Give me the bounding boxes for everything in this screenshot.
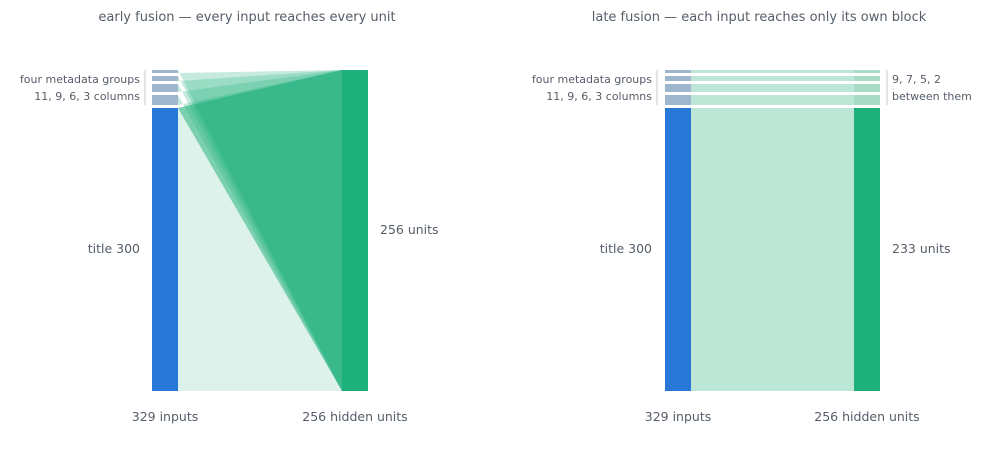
meta-group-4-block — [152, 95, 178, 105]
meta-group-3-block — [665, 84, 691, 92]
meta-group-4-link — [691, 95, 854, 105]
hidden-meta-label-2: between them — [892, 90, 972, 103]
meta-label-1: four metadata groups — [20, 73, 140, 86]
hidden-meta-block-3 — [854, 84, 880, 92]
late-fusion-title: late fusion — each input reaches only it… — [592, 10, 927, 25]
meta-group-2-block — [665, 76, 691, 81]
title-input-block — [665, 108, 691, 391]
hidden-meta-block-2 — [854, 76, 880, 81]
inputs-axis-label: 329 inputs — [132, 409, 199, 424]
hidden-units-bar — [342, 70, 368, 391]
hidden-axis-label: 256 hidden units — [814, 409, 919, 424]
meta-group-2-link — [691, 76, 854, 81]
hidden-title-block — [854, 108, 880, 391]
meta-label-1: four metadata groups — [532, 73, 652, 86]
meta-label-2: 11, 9, 6, 3 columns — [34, 90, 140, 103]
hidden-meta-block-1 — [854, 70, 880, 73]
title-to-hidden-fan-overlap — [178, 70, 342, 391]
meta-group-4-fan — [178, 70, 342, 391]
hidden-units-label: 256 units — [380, 222, 439, 237]
meta-group-1-fan — [178, 70, 342, 391]
meta-group-1-block — [665, 70, 691, 73]
inputs-axis-label: 329 inputs — [645, 409, 712, 424]
title-input-label: title 300 — [88, 241, 140, 256]
meta-group-4-block — [665, 95, 691, 105]
meta-group-1-block — [152, 70, 178, 73]
hidden-meta-block-4 — [854, 95, 880, 105]
title-input-block — [152, 108, 178, 391]
meta-group-2-fan — [178, 70, 342, 391]
early-fusion-panel: early fusion — every input reaches every… — [20, 10, 439, 424]
meta-group-1-link — [691, 70, 854, 73]
hidden-axis-label: 256 hidden units — [302, 409, 407, 424]
meta-label-2: 11, 9, 6, 3 columns — [546, 90, 652, 103]
meta-group-2-block — [152, 76, 178, 81]
early-fusion-title: early fusion — every input reaches every… — [98, 10, 395, 25]
hidden-units-label: 233 units — [892, 241, 951, 256]
title-input-label: title 300 — [600, 241, 652, 256]
hidden-meta-label-1: 9, 7, 5, 2 — [892, 73, 941, 86]
title-link — [691, 108, 854, 391]
late-fusion-panel: late fusion — each input reaches only it… — [532, 10, 972, 424]
meta-group-3-link — [691, 84, 854, 92]
meta-group-3-fan — [178, 70, 342, 391]
meta-group-3-block — [152, 84, 178, 92]
